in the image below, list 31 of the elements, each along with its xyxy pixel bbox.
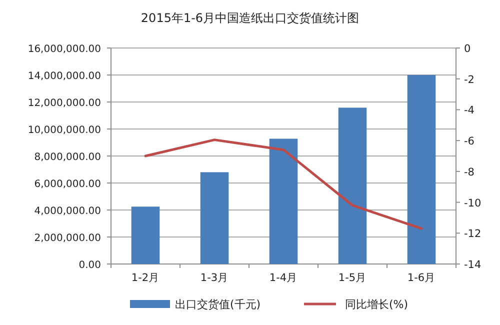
legend-label: 出口交货值(千元) <box>175 298 261 311</box>
y2-tick-label: -12 <box>464 228 482 240</box>
y-tick-label: 10,000,000.00 <box>28 125 101 136</box>
y-tick-label: 0.00 <box>78 260 101 271</box>
y2-tick-label: -10 <box>464 197 482 210</box>
x-tick-label: 1-6月 <box>407 272 436 284</box>
bar <box>200 172 229 264</box>
y2-tick-label: -14 <box>464 259 482 271</box>
x-tick-label: 1-5月 <box>338 272 367 284</box>
bar <box>131 206 160 264</box>
line-series <box>144 138 423 230</box>
y-tick-label: 4,000,000.00 <box>34 206 101 217</box>
x-tick-label: 1-4月 <box>269 272 298 284</box>
bar <box>338 108 367 264</box>
chart-title: 2015年1-6月中国造纸出口交货值统计图 <box>140 11 360 25</box>
y-tick-label: 14,000,000.00 <box>28 71 101 82</box>
y2-tick-label: -4 <box>464 104 475 117</box>
bar <box>269 138 298 264</box>
y-tick-label: 8,000,000.00 <box>34 152 101 163</box>
y2-tick-label: -6 <box>464 136 475 148</box>
bar <box>407 75 436 264</box>
y2-tick-label: -2 <box>464 74 474 86</box>
y-tick-label: 6,000,000.00 <box>34 179 101 190</box>
legend-label: 同比增长(%) <box>345 298 408 311</box>
x-tick-label: 1-3月 <box>200 272 229 284</box>
y-tick-label: 12,000,000.00 <box>28 98 101 109</box>
y-tick-label: 2,000,000.00 <box>34 233 101 244</box>
x-tick-label: 1-2月 <box>131 272 160 284</box>
y2-tick-label: 0 <box>464 43 471 55</box>
y2-tick-label: -8 <box>464 166 474 178</box>
y-tick-label: 16,000,000.00 <box>28 44 101 55</box>
